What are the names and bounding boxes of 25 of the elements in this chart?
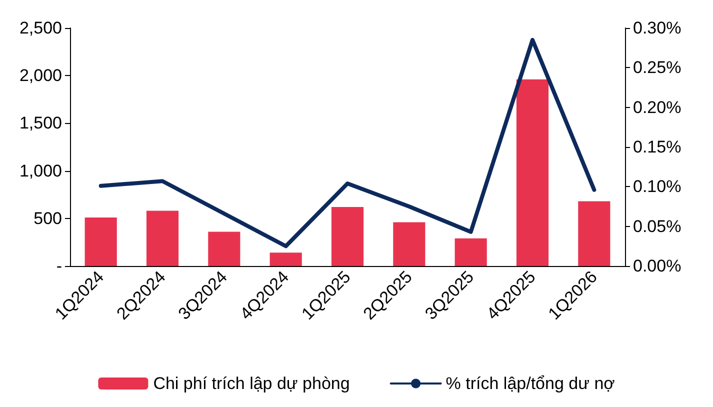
bar — [454, 238, 487, 266]
y-tick-label: 2,000 — [19, 66, 62, 86]
bar — [331, 206, 364, 266]
y2-tick-label: 0.15% — [633, 138, 682, 156]
y2-tick-label: 0.30% — [633, 18, 682, 38]
y2-tick-label: 0.05% — [633, 216, 682, 236]
legend-label: % trích lập/tổng dư nợ — [446, 374, 615, 393]
bar — [146, 210, 179, 266]
y2-tick-label: 0.00% — [633, 256, 682, 276]
y-tick-label: 1,500 — [19, 114, 62, 133]
bar — [208, 232, 240, 266]
legend-label: Chi phí trích lập dự phòng — [153, 374, 350, 393]
bar — [393, 222, 426, 266]
y-tick-label: 500 — [34, 208, 62, 228]
bar — [84, 217, 117, 266]
y-tick-label: 2,500 — [19, 18, 62, 38]
y2-tick-label: 0.20% — [633, 98, 682, 117]
y-tick-label: - — [56, 256, 62, 276]
bar — [516, 79, 549, 266]
y2-tick-label: 0.10% — [633, 177, 682, 196]
y2-tick-label: 0.25% — [633, 58, 682, 78]
bar — [578, 201, 610, 266]
line-series — [98, 38, 596, 248]
y-tick-label: 1,000 — [19, 161, 62, 180]
bar — [270, 252, 302, 266]
